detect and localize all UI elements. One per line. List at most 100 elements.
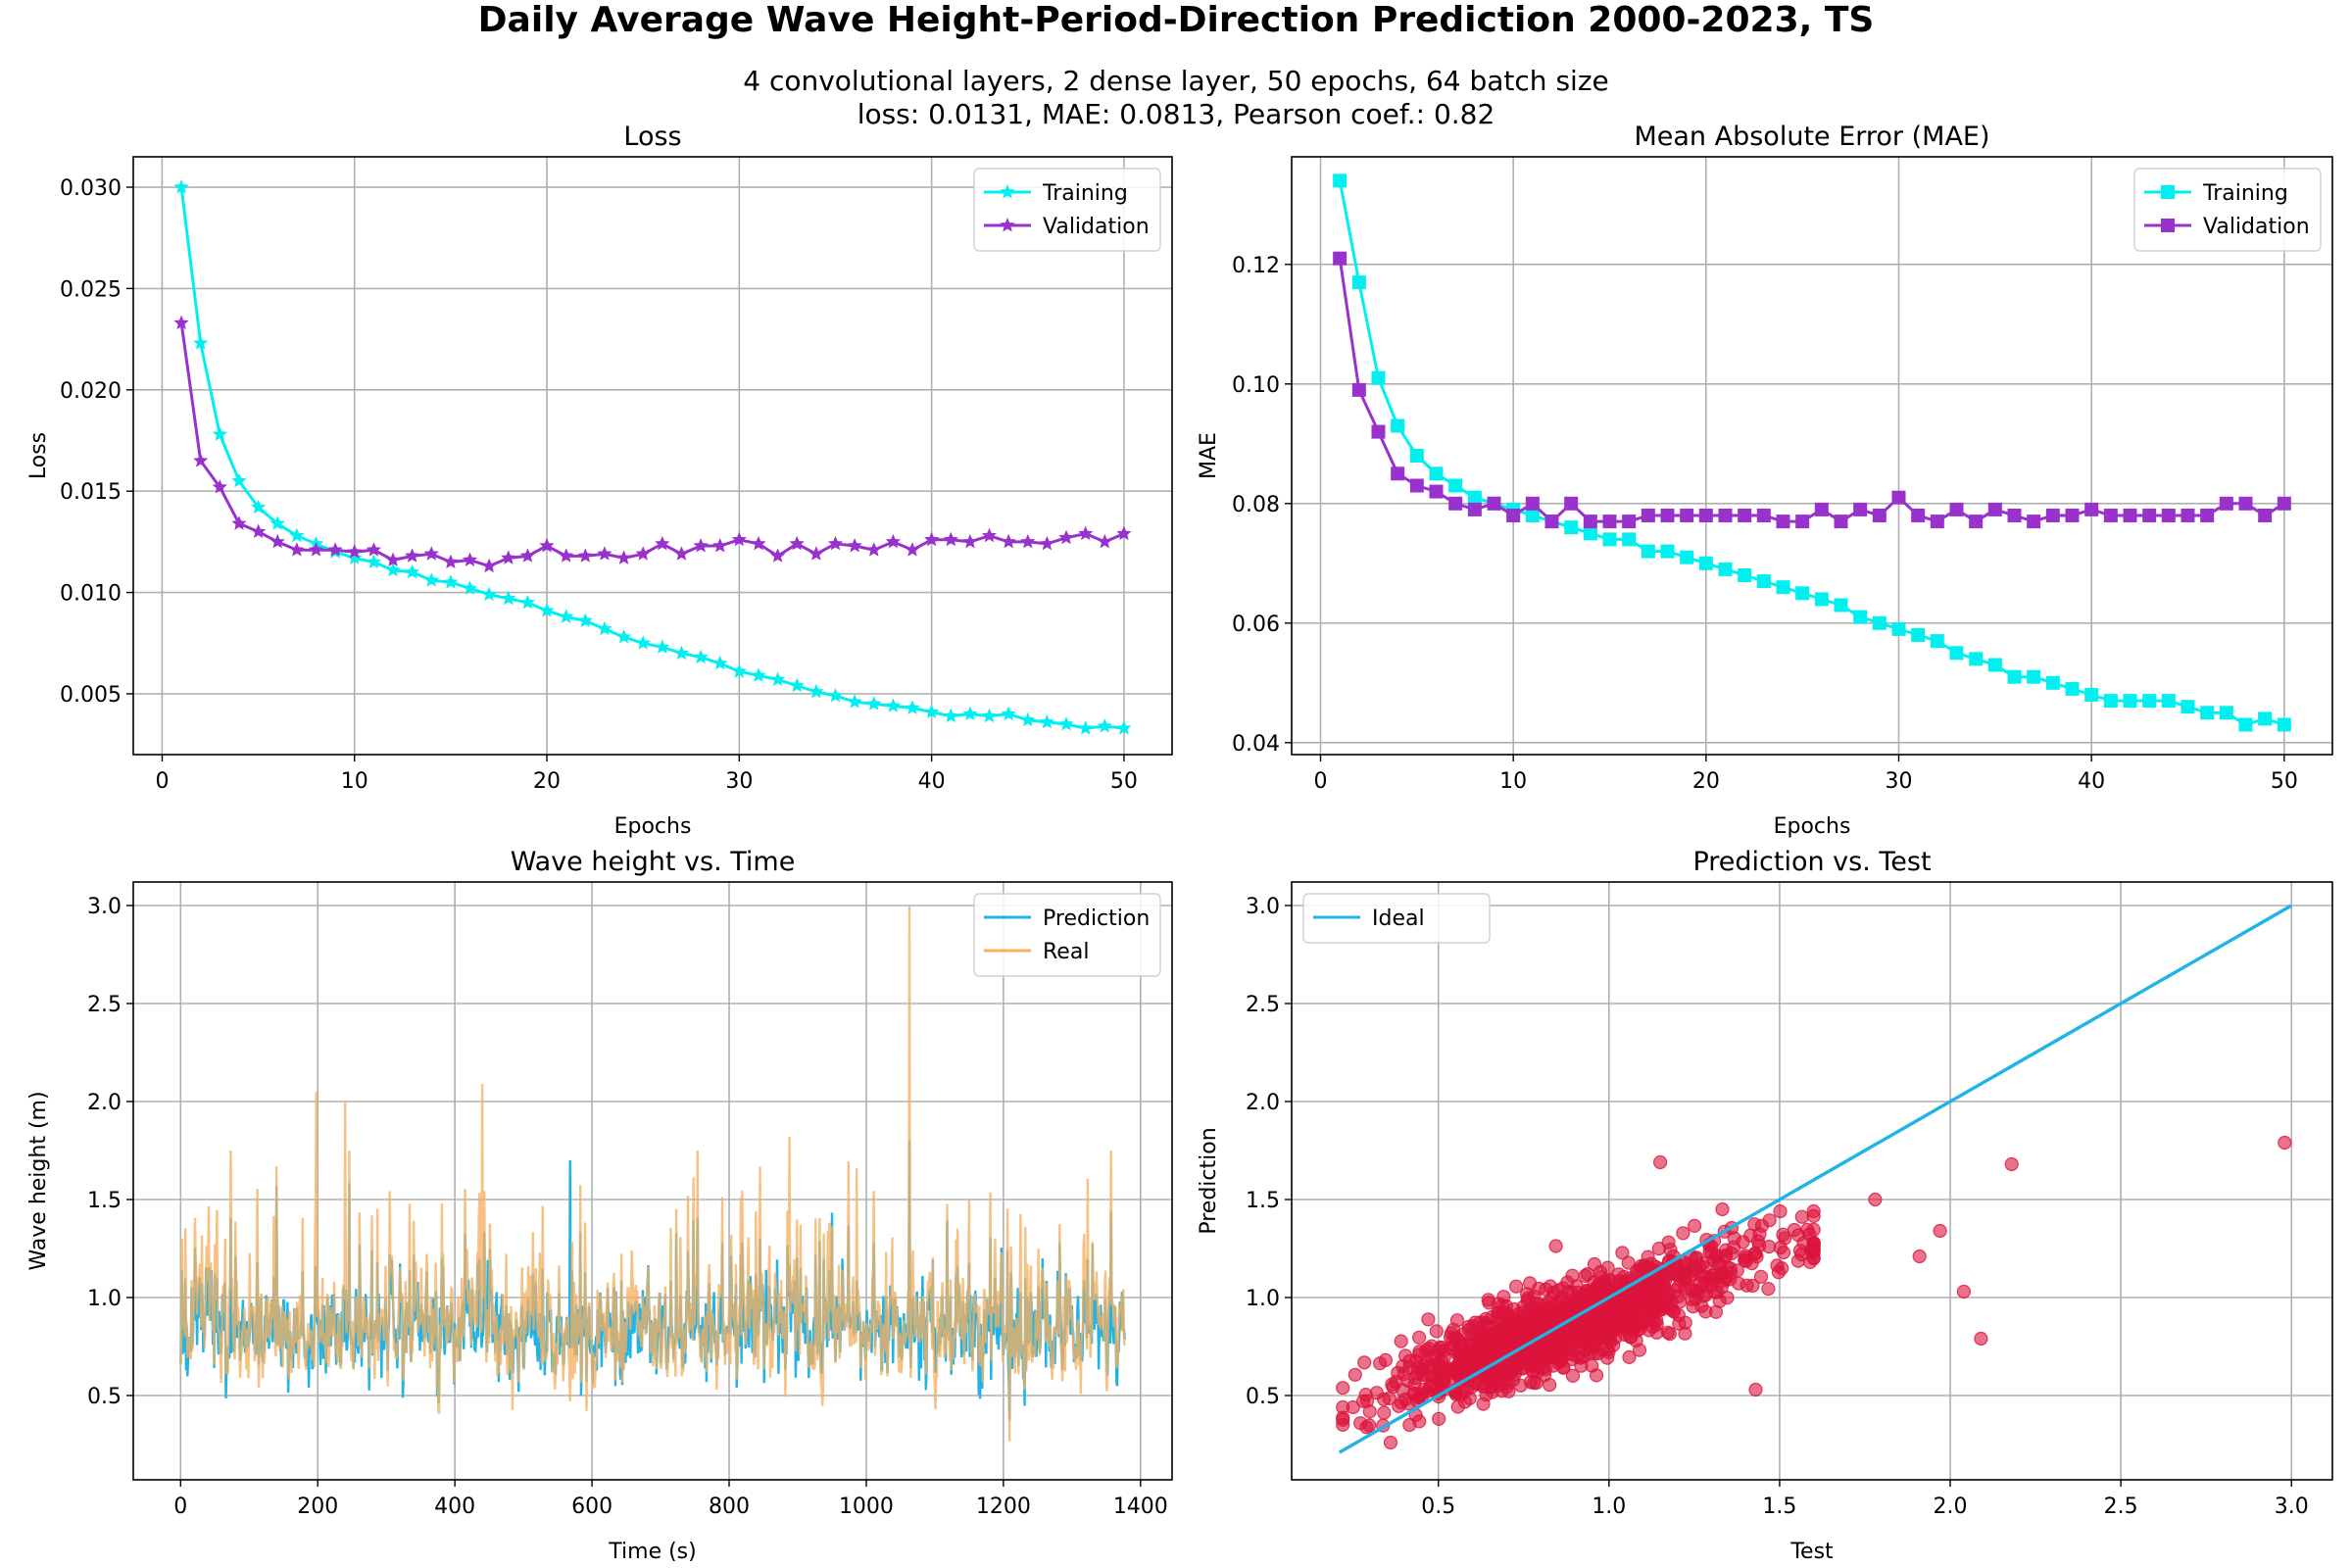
chart-3-scatter-point (1355, 1394, 1371, 1408)
chart-3-scatter-point (1678, 1315, 1692, 1330)
chart-3-scatter-point (1685, 1283, 1699, 1298)
chart-2-y-tick-label: 1.0 (87, 1287, 122, 1311)
chart-1-x-tick-label: 0 (1314, 769, 1328, 794)
chart-3-scatter-point (1436, 1373, 1451, 1388)
chart-1-training-point (2258, 711, 2273, 726)
chart-3-scatter-point (1458, 1344, 1474, 1358)
chart-3-scatter-point (1676, 1226, 1690, 1241)
chart-3-scatter-point (1446, 1322, 1461, 1337)
chart-3-scatter-point (1547, 1349, 1563, 1364)
chart-0-x-tick-label: 0 (155, 769, 169, 794)
chart-3-scatter-point (1574, 1358, 1589, 1373)
chart-1-training-point (1698, 556, 1713, 570)
chart-0-validation-point (501, 550, 516, 564)
chart-1-validation-point (1448, 496, 1463, 511)
chart-1-training-point (1371, 370, 1386, 385)
chart-3-scatter-point (1357, 1355, 1372, 1370)
chart-1-validation-point (2084, 502, 2099, 516)
chart-0-validation-point (231, 515, 247, 530)
chart-3-scatter-point (1509, 1313, 1524, 1329)
chart-0-validation-point (270, 533, 285, 549)
chart-0-plot-area (173, 179, 1132, 735)
chart-3-scatter-point (1423, 1378, 1438, 1394)
chart-3-scatter-point (1642, 1323, 1656, 1338)
chart-2-x-tick-label: 1000 (839, 1494, 894, 1519)
chart-1-validation-point (2258, 509, 2273, 522)
mae-chart: 0 10 20 30 40 50 0.04 0.06 0.08 0.10 0.12 Mean Abso… (1197, 122, 2333, 839)
chart-0-y-tick-label: 0.010 (60, 582, 122, 607)
chart-3-ylabel: Prediction (1197, 1127, 1221, 1234)
chart-1-validation-point (1718, 509, 1733, 522)
chart-3-scatter-point (1362, 1418, 1377, 1433)
chart-1-legend: Training Validation (2133, 168, 2322, 252)
chart-1-training-point (2007, 669, 2022, 684)
chart-0-validation-point (193, 453, 209, 467)
chart-3-scatter-point (1601, 1345, 1616, 1359)
chart-0-validation-point (462, 552, 478, 566)
chart-1-training-point (2238, 717, 2253, 732)
chart-0-y-tick-label: 0.020 (60, 379, 122, 404)
chart-0-validation-point (385, 552, 401, 566)
chart-1-validation-point (2065, 509, 2080, 522)
chart-0-validation-point (943, 531, 958, 547)
chart-3-scatter-point (1792, 1243, 1808, 1258)
chart-0-validation-point (751, 535, 766, 551)
chart-3-scatter-point (1396, 1359, 1410, 1374)
chart-3-scatter-point (1652, 1154, 1668, 1170)
chart-0-training-point (866, 696, 882, 710)
chart-1-validation-point (1429, 484, 1444, 499)
chart-0-validation-point (366, 542, 381, 557)
chart-1-validation-point (2161, 509, 2176, 522)
chart-0-training-point (885, 698, 901, 712)
chart-1-validation-point (1949, 502, 1964, 516)
chart-3-y-tick-label: 2.5 (1246, 993, 1280, 1017)
chart-1-validation-point (1891, 490, 1906, 505)
chart-0-training-point (347, 550, 363, 564)
chart-3-scatter-point (1402, 1417, 1417, 1433)
chart-3-scatter-point (1348, 1367, 1362, 1382)
chart-0-training-point (1097, 718, 1112, 733)
chart-1-training-point (1795, 586, 1810, 601)
chart-3-scatter-point (1773, 1203, 1788, 1219)
chart-3-scatter-point (1482, 1296, 1496, 1310)
chart-3-scatter-point (1974, 1331, 1988, 1347)
chart-3-xlabel: Test (1789, 1540, 1834, 1564)
chart-3-scatter-point (1644, 1276, 1659, 1291)
chart-0-training-point (808, 683, 824, 699)
chart-1-validation-point (1680, 509, 1694, 522)
chart-2-title: Wave height vs. Time (511, 847, 796, 877)
chart-1-legend-marker-1 (2161, 219, 2175, 232)
chart-3-scatter-point (1383, 1435, 1398, 1450)
chart-0-validation-point (212, 479, 227, 494)
chart-0-training-point (1116, 720, 1132, 735)
chart-3-scatter-point (1394, 1334, 1408, 1348)
chart-0-training-point (751, 667, 766, 682)
chart-1-y-tick-label: 0.06 (1232, 612, 1280, 637)
chart-1-validation-point (1814, 502, 1829, 516)
chart-1-legend-marker-0 (2161, 185, 2175, 199)
chart-3-scatter-point (1634, 1258, 1648, 1274)
chart-2-y-tick-label: 1.5 (87, 1189, 122, 1213)
chart-0-training-point (559, 609, 574, 623)
chart-1-training-point (1409, 449, 1424, 463)
chart-1-validation-point (1583, 514, 1597, 529)
chart-1-series-training-line (1338, 180, 2285, 727)
chart-3-y-tick-label: 0.5 (1246, 1385, 1280, 1409)
chart-3-scatter-point (1708, 1304, 1724, 1319)
chart-0-validation-point (1058, 529, 1074, 545)
chart-0-legend: Training Validation (973, 168, 1161, 252)
chart-1-training-point (1853, 610, 1868, 624)
chart-0-training-point (673, 645, 690, 661)
chart-1-validation-point (1738, 509, 1752, 522)
chart-3-scatter-point (1548, 1239, 1563, 1253)
chart-3-scatter-point (1401, 1396, 1416, 1411)
chart-1-training-point (2123, 694, 2137, 709)
chart-1-validation-point (2180, 509, 2195, 522)
chart-3-scatter-point (1689, 1251, 1703, 1266)
chart-1-training-point (1891, 621, 1906, 636)
chart-2-plot-area (179, 905, 1126, 1442)
chart-1-validation-point (1602, 514, 1617, 529)
chart-3-scatter-point (1385, 1377, 1399, 1392)
chart-3-scatter-point (1420, 1360, 1435, 1375)
chart-0-training-point (423, 572, 439, 587)
